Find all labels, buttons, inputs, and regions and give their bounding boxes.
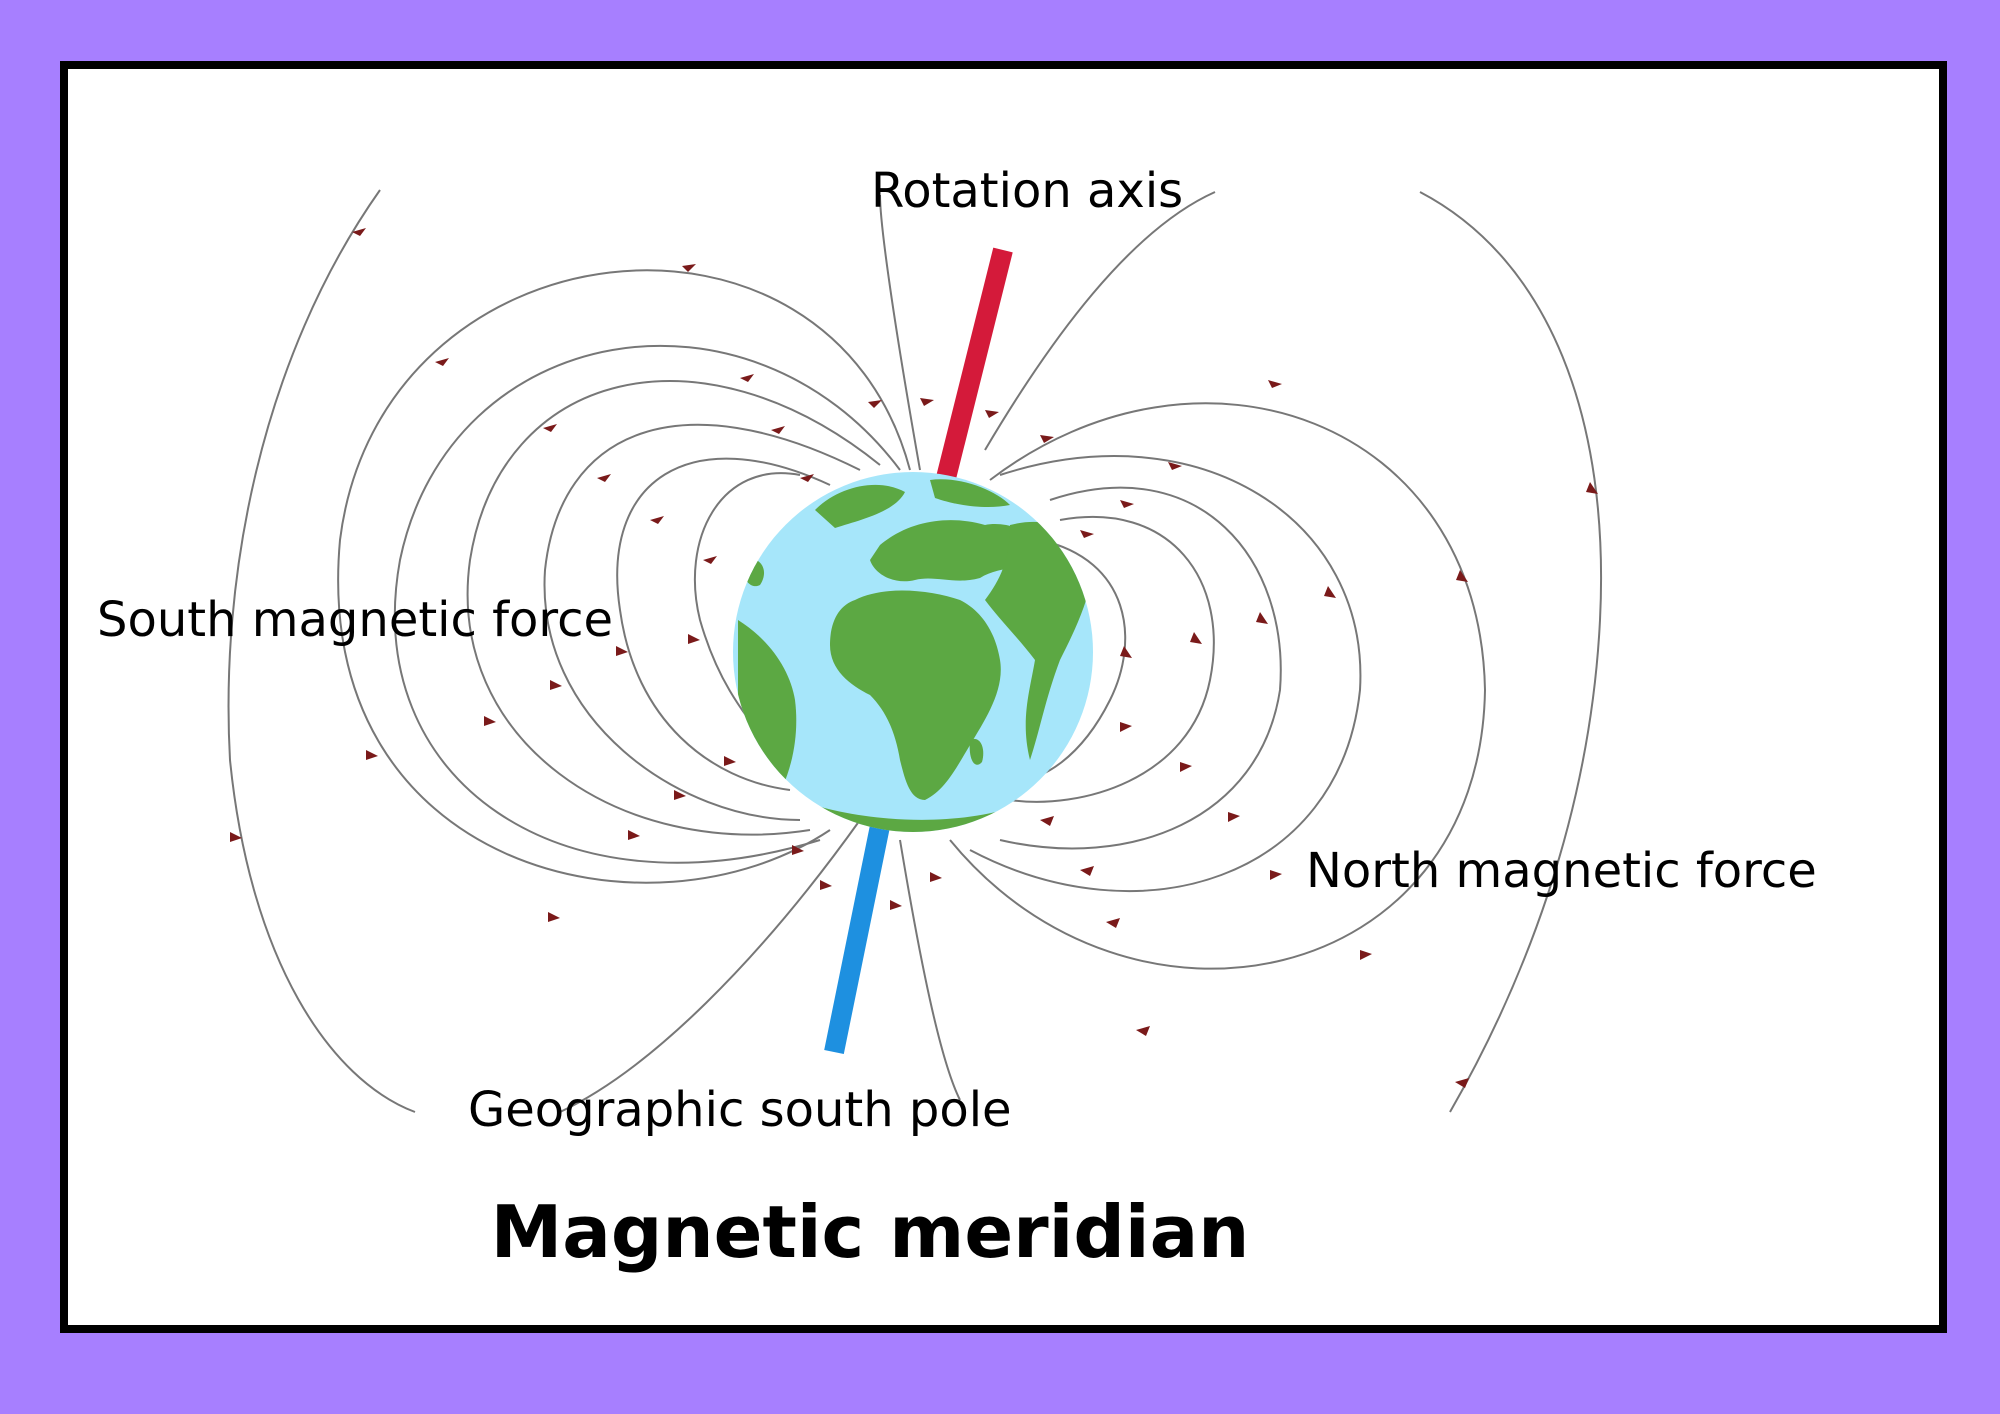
field-line-r1	[1019, 539, 1127, 781]
field-line-r2	[1009, 515, 1215, 803]
field-arrow-icon	[352, 228, 366, 236]
field-line-r4	[969, 455, 1362, 892]
field-arrow-icon	[868, 400, 882, 408]
field-arrow-icon	[1324, 586, 1336, 598]
field-arrow-icon	[1120, 500, 1134, 508]
rotation-axis	[824, 247, 1013, 1054]
field-arrow-icon	[1120, 722, 1132, 732]
field-arrow-icon	[771, 426, 785, 434]
field-arrow-icon	[1136, 1026, 1150, 1036]
field-arrow-icon	[1268, 380, 1282, 388]
field-arrow-icon	[550, 680, 562, 690]
field-arrow-icon	[1256, 612, 1268, 624]
field-line-l7	[227, 189, 416, 1113]
geographic-south-pole-label: Geographic south pole	[468, 1082, 1012, 1138]
field-arrow-icon	[650, 516, 664, 524]
field-line-r7	[1419, 191, 1603, 1113]
field-arrow-icon	[682, 264, 696, 272]
field-arrow-icon	[1080, 530, 1094, 538]
field-arrow-icon	[740, 374, 754, 382]
field-arrow-icon	[1360, 950, 1372, 960]
field-line-l9	[559, 819, 861, 1113]
field-arrow-icon	[1190, 632, 1202, 644]
field-arrow-icon	[1040, 435, 1054, 443]
field-arrow-icon	[1080, 866, 1094, 876]
field-arrow-icon	[1040, 816, 1054, 826]
field-arrow-icon	[674, 790, 686, 800]
field-arrow-icon	[628, 830, 640, 840]
axis-north-segment	[936, 247, 1013, 481]
field-arrow-icon	[985, 410, 999, 418]
field-line-l6	[337, 269, 911, 884]
field-line-r5	[949, 402, 1487, 970]
field-arrow-icon	[1228, 812, 1240, 822]
field-arrow-icon	[230, 832, 242, 842]
axis-south-segment	[824, 824, 890, 1054]
field-arrow-icon	[1456, 570, 1468, 582]
field-line-r3	[999, 486, 1282, 850]
field-line-l3	[543, 423, 861, 821]
field-arrow-icon	[597, 474, 611, 482]
earth-globe-icon	[733, 472, 1093, 832]
field-arrow-icon	[724, 756, 736, 766]
field-arrow-icon	[1180, 762, 1192, 772]
south-magnetic-force-label: South magnetic force	[97, 592, 614, 648]
field-arrow-icon	[920, 398, 934, 406]
field-arrow-icon	[1168, 462, 1182, 470]
field-arrow-icon	[366, 750, 378, 760]
field-arrow-icon	[543, 424, 557, 432]
field-line-r8	[899, 839, 961, 1101]
field-arrow-icon	[1106, 918, 1120, 928]
field-line-l5	[394, 344, 901, 864]
field-arrows	[230, 228, 1598, 1088]
field-line-l2	[616, 457, 831, 791]
field-line-l4	[466, 380, 881, 836]
field-line-l8	[879, 194, 921, 471]
field-arrow-icon	[1586, 482, 1598, 494]
field-arrow-icon	[616, 646, 628, 656]
diagram-title: Magnetic meridian	[490, 1190, 1250, 1274]
field-arrow-icon	[1270, 870, 1282, 880]
field-arrow-icon	[1120, 646, 1132, 658]
field-arrow-icon	[1455, 1078, 1469, 1088]
field-arrow-icon	[820, 880, 832, 890]
field-arrow-icon	[703, 556, 717, 564]
rotation-axis-label: Rotation axis	[871, 163, 1184, 219]
field-arrow-icon	[484, 716, 496, 726]
north-magnetic-force-label: North magnetic force	[1306, 843, 1817, 899]
field-arrow-icon	[792, 845, 804, 855]
field-line-r6	[984, 191, 1216, 451]
field-arrow-icon	[800, 474, 814, 482]
field-arrow-icon	[435, 358, 449, 366]
field-arrow-icon	[890, 900, 902, 910]
field-arrow-icon	[688, 634, 700, 644]
field-arrow-icon	[548, 912, 560, 922]
field-arrow-icon	[930, 872, 942, 882]
